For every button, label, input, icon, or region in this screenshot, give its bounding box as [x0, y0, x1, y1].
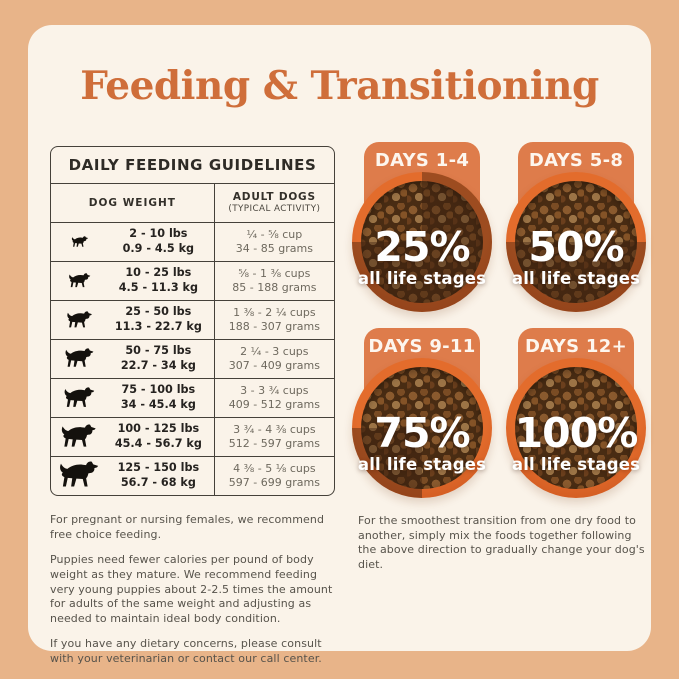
weight-lbs: 10 - 25 lbs: [125, 266, 192, 280]
table-row: 125 - 150 lbs 56.7 - 68 kg 4 ⅜ - 5 ⅛ cups…: [51, 457, 334, 495]
mix-caption: all life stages: [357, 454, 487, 474]
note-dietary: If you have any dietary concerns, please…: [50, 637, 322, 665]
amount-cups: 3 - 3 ¾ cups: [240, 383, 309, 397]
note-transition: For the smoothest transition from one dr…: [358, 514, 645, 571]
weight-kg: 45.4 - 56.7 kg: [114, 437, 202, 450]
transition-step-2: DAYS 5-8 50% all life stages: [506, 142, 646, 312]
mix-caption: all life stages: [357, 268, 487, 288]
table-title: DAILY FEEDING GUIDELINES: [51, 147, 334, 184]
amount-grams: 597 - 699 grams: [228, 476, 320, 489]
days-label: DAYS 9-11: [368, 336, 476, 357]
amount-cups: 3 ¾ - 4 ⅜ cups: [233, 422, 316, 436]
kibble-texture: [515, 367, 637, 489]
kibble-bowl: [352, 358, 492, 498]
transition-step-4: DAYS 12+ 100% all life stages: [506, 328, 646, 498]
mix-percent: 25%: [374, 223, 470, 271]
weight-kg: 34 - 45.4 kg: [120, 398, 196, 411]
dog-icon: [51, 310, 109, 330]
weight-lbs: 25 - 50 lbs: [125, 305, 192, 319]
weight-lbs: 2 - 10 lbs: [129, 227, 188, 241]
note-pregnant: For pregnant or nursing females, we reco…: [50, 513, 325, 541]
feeding-guidelines-table: DAILY FEEDING GUIDELINES DOG WEIGHT ADUL…: [50, 146, 335, 496]
weight-kg: 4.5 - 11.3 kg: [118, 281, 198, 294]
dog-icon: [51, 424, 109, 450]
amount-cups: 1 ⅜ - 2 ¼ cups: [233, 305, 316, 319]
weight-kg: 0.9 - 4.5 kg: [122, 242, 195, 255]
mix-caption: all life stages: [511, 454, 641, 474]
table-row: 75 - 100 lbs 34 - 45.4 kg 3 - 3 ¾ cups 409…: [51, 379, 334, 418]
dog-icon: [51, 273, 109, 289]
table-header-row: DOG WEIGHT ADULT DOGS (TYPICAL ACTIVITY): [51, 184, 334, 223]
table-row: 2 - 10 lbs 0.9 - 4.5 kg ¼ - ⅝ cup 34 - 85 …: [51, 223, 334, 262]
col-header-adult-dogs: ADULT DOGS (TYPICAL ACTIVITY): [228, 191, 321, 215]
kibble-bowl: [506, 172, 646, 312]
kibble-texture: [515, 181, 637, 303]
amount-grams: 512 - 597 grams: [228, 437, 320, 450]
table-row: 50 - 75 lbs 22.7 - 34 kg 2 ¼ - 3 cups 307 …: [51, 340, 334, 379]
amount-cups: ¼ - ⅝ cup: [246, 227, 303, 241]
kibble-texture: [361, 367, 483, 489]
table-row: 10 - 25 lbs 4.5 - 11.3 kg ⅝ - 1 ⅜ cups 85 …: [51, 262, 334, 301]
feeding-notes: For pregnant or nursing females, we reco…: [50, 513, 342, 678]
content-card: Feeding & Transitioning DAILY FEEDING GU…: [28, 25, 651, 665]
amount-cups: ⅝ - 1 ⅜ cups: [238, 266, 311, 280]
amount-grams: 307 - 409 grams: [228, 359, 320, 372]
amount-grams: 85 - 188 grams: [232, 281, 317, 294]
weight-kg: 22.7 - 34 kg: [120, 359, 196, 372]
kibble-texture: [361, 181, 483, 303]
transition-step-1: DAYS 1-4 25% all life stages: [352, 142, 492, 312]
dog-icon: [51, 348, 109, 369]
mix-caption: all life stages: [511, 268, 641, 288]
note-puppies: Puppies need fewer calories per pound of…: [50, 553, 333, 625]
table-body: 2 - 10 lbs 0.9 - 4.5 kg ¼ - ⅝ cup 34 - 85 …: [51, 223, 334, 495]
amount-cups: 2 ¼ - 3 cups: [240, 344, 309, 358]
amount-cups: 4 ⅜ - 5 ⅛ cups: [233, 461, 316, 475]
table-row: 100 - 125 lbs 45.4 - 56.7 kg 3 ¾ - 4 ⅜ cu…: [51, 418, 334, 457]
kibble-bowl: [506, 358, 646, 498]
page-title: Feeding & Transitioning: [80, 63, 599, 109]
mix-percent: 75%: [374, 409, 470, 457]
mix-percent: 100%: [514, 409, 639, 457]
days-label: DAYS 12+: [525, 336, 627, 357]
dog-icon: [51, 387, 109, 410]
weight-lbs: 50 - 75 lbs: [125, 344, 192, 358]
transition-note: For the smoothest transition from one dr…: [358, 514, 650, 584]
kibble-bowl: [352, 172, 492, 312]
days-label: DAYS 5-8: [528, 150, 624, 171]
weight-kg: 56.7 - 68 kg: [120, 476, 196, 489]
amount-grams: 409 - 512 grams: [228, 398, 320, 411]
weight-kg: 11.3 - 22.7 kg: [114, 320, 202, 333]
weight-lbs: 100 - 125 lbs: [117, 422, 200, 436]
transition-step-3: DAYS 9-11 75% all life stages: [352, 328, 492, 498]
amount-grams: 188 - 307 grams: [228, 320, 320, 333]
days-label: DAYS 1-4: [374, 150, 470, 171]
col-header-dog-weight: DOG WEIGHT: [51, 184, 215, 222]
weight-lbs: 75 - 100 lbs: [121, 383, 196, 397]
dog-icon: [51, 461, 109, 490]
transition-steps: DAYS 1-4 25% all life stages DAYS 5-8 50…: [352, 142, 646, 498]
table-row: 25 - 50 lbs 11.3 - 22.7 kg 1 ⅜ - 2 ¼ cups…: [51, 301, 334, 340]
dog-icon: [51, 236, 109, 248]
amount-grams: 34 - 85 grams: [235, 242, 313, 255]
mix-percent: 50%: [528, 223, 624, 271]
weight-lbs: 125 - 150 lbs: [117, 461, 200, 475]
